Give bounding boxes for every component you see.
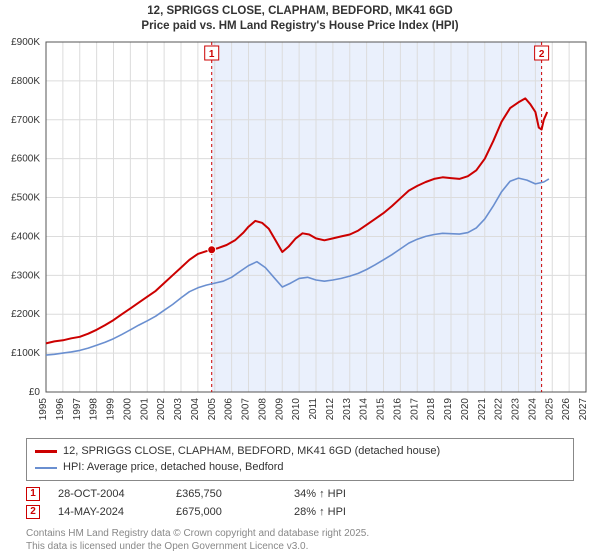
event-price: £365,750 [176,488,276,500]
svg-text:2004: 2004 [190,397,201,420]
svg-text:2000: 2000 [122,397,133,420]
svg-text:2022: 2022 [494,397,505,420]
footer-license: Contains HM Land Registry data © Crown c… [26,527,574,553]
svg-text:2015: 2015 [376,397,387,420]
svg-text:2013: 2013 [342,397,353,420]
svg-text:2003: 2003 [173,397,184,420]
legend-item: 12, SPRIGGS CLOSE, CLAPHAM, BEDFORD, MK4… [35,443,565,460]
svg-text:2007: 2007 [241,397,252,420]
svg-text:2006: 2006 [224,397,235,420]
event-delta: 28% ↑ HPI [294,506,394,518]
svg-text:2023: 2023 [511,397,522,420]
svg-text:£700K: £700K [11,115,40,126]
svg-text:£100K: £100K [11,348,40,359]
svg-text:2016: 2016 [392,397,403,420]
svg-text:£400K: £400K [11,231,40,242]
svg-text:2027: 2027 [578,397,589,420]
event-date: 28-OCT-2004 [58,488,158,500]
svg-text:2025: 2025 [544,397,555,420]
footer-line-2: This data is licensed under the Open Gov… [26,540,574,553]
svg-text:£800K: £800K [11,76,40,87]
svg-text:1997: 1997 [72,397,83,420]
svg-text:1996: 1996 [55,397,66,420]
svg-text:1998: 1998 [89,397,100,420]
svg-text:£900K: £900K [11,37,40,48]
svg-text:2020: 2020 [460,397,471,420]
svg-text:2009: 2009 [274,397,285,420]
legend-label: 12, SPRIGGS CLOSE, CLAPHAM, BEDFORD, MK4… [63,443,440,460]
event-date: 14-MAY-2024 [58,506,158,518]
svg-text:£300K: £300K [11,270,40,281]
event-price: £675,000 [176,506,276,518]
legend-label: HPI: Average price, detached house, Bedf… [63,459,284,476]
svg-text:2012: 2012 [325,397,336,420]
event-row: 2 14-MAY-2024 £675,000 28% ↑ HPI [26,503,574,521]
svg-text:2005: 2005 [207,397,218,420]
event-delta: 34% ↑ HPI [294,488,394,500]
svg-text:1999: 1999 [106,397,117,420]
svg-text:2026: 2026 [561,397,572,420]
svg-text:2021: 2021 [477,397,488,420]
svg-text:2014: 2014 [359,397,370,420]
chart-svg: £0 £100K £200K £300K £400K £500K £600K £700K £80… [0,36,600,434]
legend-swatch [35,450,57,453]
svg-text:£500K: £500K [11,192,40,203]
title-line-2: Price paid vs. HM Land Registry's House … [0,19,600,34]
svg-text:2010: 2010 [291,397,302,420]
chart-area: £0 £100K £200K £300K £400K £500K £600K £700K £80… [0,36,600,434]
event-badge: 1 [26,487,40,501]
svg-text:2019: 2019 [443,397,454,420]
legend: 12, SPRIGGS CLOSE, CLAPHAM, BEDFORD, MK4… [26,438,574,481]
footer-line-1: Contains HM Land Registry data © Crown c… [26,527,574,540]
svg-text:2002: 2002 [156,397,167,420]
svg-text:2008: 2008 [257,397,268,420]
svg-text:£600K: £600K [11,154,40,165]
title-line-1: 12, SPRIGGS CLOSE, CLAPHAM, BEDFORD, MK4… [0,4,600,19]
svg-text:1995: 1995 [38,397,49,420]
event-badge: 2 [26,505,40,519]
svg-text:2011: 2011 [308,397,319,419]
svg-text:2: 2 [539,49,545,60]
chart-title: 12, SPRIGGS CLOSE, CLAPHAM, BEDFORD, MK4… [0,0,600,36]
svg-text:2018: 2018 [426,397,437,420]
svg-text:2001: 2001 [139,397,150,420]
svg-text:2017: 2017 [409,397,420,420]
svg-text:£200K: £200K [11,309,40,320]
svg-text:£0: £0 [29,387,41,398]
svg-text:2024: 2024 [527,397,538,420]
legend-item: HPI: Average price, detached house, Bedf… [35,459,565,476]
legend-swatch [35,467,57,469]
event-row: 1 28-OCT-2004 £365,750 34% ↑ HPI [26,485,574,503]
svg-text:1: 1 [209,49,215,60]
events-table: 1 28-OCT-2004 £365,750 34% ↑ HPI 2 14-MAY-202… [26,485,574,521]
